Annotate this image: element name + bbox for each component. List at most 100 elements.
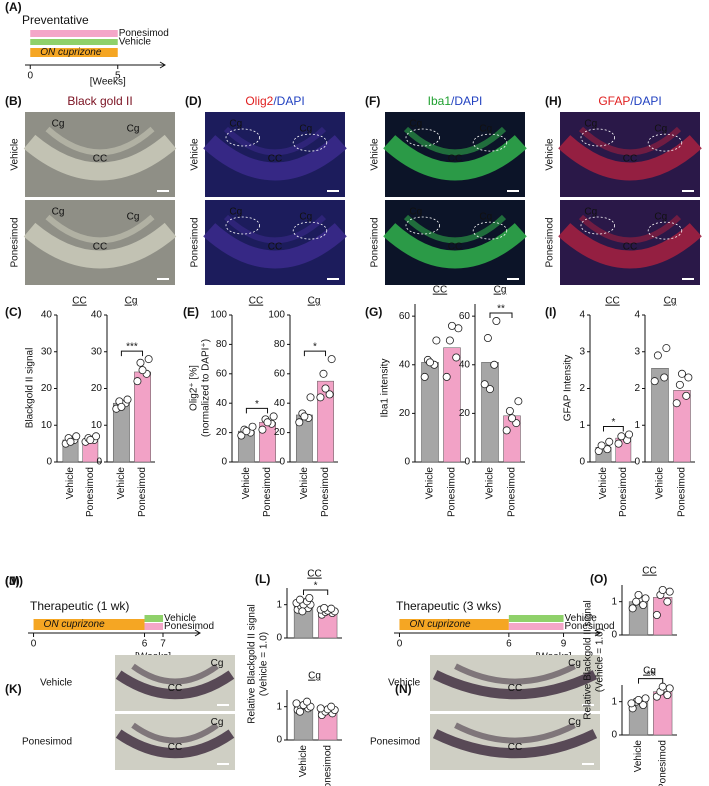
data-point <box>597 441 606 450</box>
significance-label: * <box>255 399 259 410</box>
x-tick-label: Ponesimod <box>85 467 96 517</box>
timeline-bar-label: Vehicle <box>164 613 197 624</box>
chart-title: Cg <box>308 296 321 307</box>
y-axis-label: GFAP Intensity <box>563 355 574 422</box>
row-label: Ponesimod <box>190 217 201 267</box>
y-tick-label: 3 <box>634 346 640 357</box>
significance-bracket <box>638 678 664 684</box>
timeline-bar-label: Ponesimod <box>164 621 214 632</box>
significance-label: * <box>313 342 317 353</box>
y-tick-label: 60 <box>459 311 471 322</box>
region-outline <box>405 128 440 147</box>
region-outline <box>580 128 615 147</box>
image-title-part: Black gold II <box>67 94 132 108</box>
data-point <box>662 344 671 353</box>
data-point <box>492 317 501 326</box>
data-point <box>634 591 643 600</box>
data-point <box>133 377 142 386</box>
tissue-band <box>558 134 702 181</box>
x-tick-label: Ponesimod <box>447 467 458 517</box>
y-tick-label: 3 <box>579 346 585 357</box>
significance-bracket <box>303 350 327 357</box>
y-tick-label: 0 <box>96 457 102 468</box>
x-tick-label: Vehicle <box>633 740 644 773</box>
axis-arrow <box>594 629 601 637</box>
y-tick-label: 60 <box>274 368 286 379</box>
timeline-bar-label: ON cuprizone <box>40 47 102 58</box>
region-label: Cg <box>211 717 224 728</box>
tissue-band <box>131 663 219 685</box>
x-tick-label: Vehicle <box>655 467 666 500</box>
y-tick-label: 0 <box>279 457 285 468</box>
panel-label: (M) <box>5 574 23 588</box>
timeline-title: Therapeutic (3 wks) <box>396 599 501 613</box>
tissue-band <box>23 222 177 269</box>
x-tick-label: Ponesimod <box>507 467 518 517</box>
region-outline <box>225 128 260 147</box>
chart-title: Cg <box>664 296 677 307</box>
significance-bracket <box>245 407 269 414</box>
y-tick-label: 0 <box>579 457 585 468</box>
y-tick-label: 40 <box>216 398 228 409</box>
data-point <box>316 393 325 402</box>
y-tick-label: 2 <box>634 383 640 394</box>
timeline-bar-label: Ponesimod <box>119 28 169 39</box>
bar <box>651 368 669 463</box>
data-point <box>432 336 441 345</box>
data-point <box>303 697 312 706</box>
timeline-bar <box>144 615 164 622</box>
data-point <box>123 395 132 404</box>
region-label: Cg <box>52 119 65 130</box>
significance-label: * <box>611 417 615 428</box>
y-tick-label: 2 <box>579 383 585 394</box>
image-title: GFAP/DAPI <box>598 94 661 108</box>
panel-label: (A) <box>5 0 22 14</box>
region-label: Cg <box>479 124 492 135</box>
x-tick-label: Ponesimod <box>677 467 688 517</box>
image-title-part: Iba1 <box>428 94 452 108</box>
region-label: Cg <box>299 212 312 223</box>
region-label: Cg <box>127 212 140 223</box>
image-title: Black gold II <box>67 94 132 108</box>
data-point <box>628 604 637 613</box>
panel-label: (I) <box>545 305 556 319</box>
data-point <box>639 601 648 610</box>
data-point <box>483 334 492 343</box>
y-tick-label: 0 <box>611 730 617 741</box>
data-point <box>480 380 489 389</box>
timeline-bar <box>30 39 118 45</box>
y-tick-label: 20 <box>91 383 103 394</box>
y-tick-label: 1 <box>611 596 617 607</box>
data-point <box>72 432 81 441</box>
tissue-band <box>403 214 507 244</box>
image-title-part: /DAPI <box>630 94 661 108</box>
y-tick-label: 10 <box>41 420 53 431</box>
panel-label: (E) <box>183 305 199 319</box>
x-tick-label: 0 <box>397 639 403 650</box>
timeline-bar <box>30 48 118 57</box>
tissue-band <box>115 670 235 700</box>
y-tick-label: 4 <box>579 310 585 321</box>
y-tick-label: 20 <box>216 427 228 438</box>
x-tick-label: 9 <box>561 639 567 650</box>
data-point <box>614 439 623 448</box>
significance-bracket <box>603 425 624 432</box>
data-point <box>650 377 659 386</box>
timeline-bar <box>399 619 509 630</box>
region-outline <box>405 216 440 235</box>
significance-label: *** <box>126 342 138 353</box>
data-point <box>86 435 95 444</box>
x-tick-label: Vehicle <box>116 467 127 500</box>
y-tick-label: 1 <box>611 696 617 707</box>
region-label: CC <box>508 742 522 753</box>
data-point <box>507 414 516 423</box>
image-title-part: Olig2 <box>245 94 273 108</box>
x-tick-label: Ponesimod <box>618 467 629 517</box>
y-tick-label: 0 <box>276 633 282 644</box>
y-tick-label: 40 <box>41 310 53 321</box>
data-point <box>658 682 667 691</box>
x-tick-label: Ponesimod <box>137 467 148 517</box>
row-label: Ponesimod <box>370 217 381 267</box>
image-title: Olig2/DAPI <box>245 94 304 108</box>
data-point <box>452 353 461 362</box>
